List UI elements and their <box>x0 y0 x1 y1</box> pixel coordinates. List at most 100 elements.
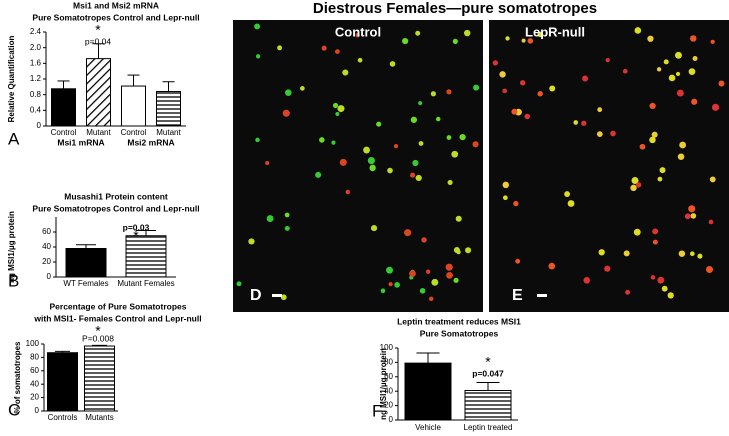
x-tick-label: Mutant <box>86 128 111 137</box>
cell <box>622 68 628 74</box>
cell <box>425 269 431 274</box>
significance-star: * <box>485 354 491 370</box>
cell <box>630 184 637 192</box>
cell <box>511 108 518 115</box>
cell <box>502 195 508 201</box>
x-tick-label: WT Females <box>63 279 108 288</box>
cell <box>339 158 347 166</box>
cell <box>674 51 682 59</box>
cell <box>710 39 715 44</box>
cell <box>499 71 506 78</box>
y-tick-label: 0 <box>35 406 40 415</box>
cell <box>387 167 393 174</box>
bar <box>86 58 111 127</box>
cell <box>430 91 436 97</box>
cell <box>453 247 460 254</box>
cell <box>410 116 418 123</box>
cell <box>564 191 571 197</box>
cell <box>436 116 441 122</box>
cell <box>692 55 698 61</box>
cell <box>428 296 434 302</box>
y-tick-label: 20 <box>42 257 51 266</box>
y-tick-label: 20 <box>384 401 393 410</box>
cell <box>335 112 340 117</box>
cell <box>473 84 480 91</box>
chart-subtitle: with MSI1- Females Control and Lepr-null <box>33 313 201 323</box>
image-label: Control <box>335 24 381 39</box>
cell <box>415 30 421 36</box>
cell <box>265 160 270 165</box>
scale-bar <box>272 294 282 297</box>
cell <box>537 31 543 38</box>
p-value: p=0.04 <box>85 36 112 46</box>
chart-title: Musashi1 Protein content <box>64 191 168 201</box>
bar <box>65 248 107 278</box>
cell <box>415 174 422 182</box>
cell <box>597 107 603 113</box>
cell <box>634 27 642 34</box>
cell <box>663 59 669 65</box>
cell <box>697 253 703 259</box>
cell <box>652 228 659 235</box>
cell <box>236 281 242 287</box>
cell <box>598 249 605 256</box>
y-tick-label: 0 <box>37 121 42 130</box>
cell <box>331 140 336 145</box>
cell <box>355 32 360 38</box>
bar <box>51 88 76 127</box>
cell <box>282 109 290 117</box>
cell <box>688 205 696 213</box>
cell <box>678 250 686 257</box>
bar <box>404 362 452 421</box>
cell <box>635 182 642 188</box>
cell <box>452 38 458 44</box>
cell <box>393 144 399 149</box>
y-tick-label: 80 <box>384 358 393 367</box>
cell <box>668 74 676 82</box>
y-tick-label: 1.2 <box>30 74 42 83</box>
cell <box>631 176 639 184</box>
y-tick-label: 0.8 <box>30 90 42 99</box>
cell <box>369 164 376 172</box>
chart-subtitle: Pure Somatotropes <box>420 328 499 338</box>
y-tick-label: 40 <box>30 379 39 388</box>
panel-letter: C <box>8 400 20 419</box>
cell <box>451 150 459 158</box>
micrograph-lepr-null <box>489 20 729 312</box>
cell <box>284 225 290 231</box>
cell <box>708 219 714 225</box>
cell <box>402 37 409 45</box>
y-tick-label: 2.0 <box>30 43 42 52</box>
cell <box>370 225 378 232</box>
micrograph-control <box>233 20 483 312</box>
cell <box>513 200 519 207</box>
p-value: p=0.047 <box>472 368 504 378</box>
cell <box>676 89 684 97</box>
x-tick-label: Control <box>121 128 147 137</box>
cell <box>639 143 646 150</box>
cell <box>659 167 666 174</box>
significance-star: * <box>95 323 101 339</box>
y-tick-label: 60 <box>30 366 39 375</box>
x-tick-label: Mutant Females <box>117 279 174 288</box>
significance-star: * <box>95 22 101 38</box>
cell <box>445 263 453 271</box>
y-tick-label: 80 <box>30 353 39 362</box>
cell <box>455 215 462 222</box>
cell <box>389 61 396 67</box>
cell <box>679 141 687 149</box>
cell <box>527 38 534 44</box>
cell <box>610 130 616 137</box>
cell <box>604 265 611 272</box>
cell <box>447 179 453 186</box>
cell <box>321 45 327 51</box>
panel-letter: E <box>512 287 523 304</box>
y-tick-label: 100 <box>380 343 394 352</box>
p-value: P=0.008 <box>82 333 114 343</box>
cell <box>459 133 466 141</box>
y-tick-label: 60 <box>384 372 393 381</box>
cell <box>335 49 340 54</box>
y-tick-label: 0 <box>47 272 52 281</box>
y-tick-label: 60 <box>42 227 51 236</box>
